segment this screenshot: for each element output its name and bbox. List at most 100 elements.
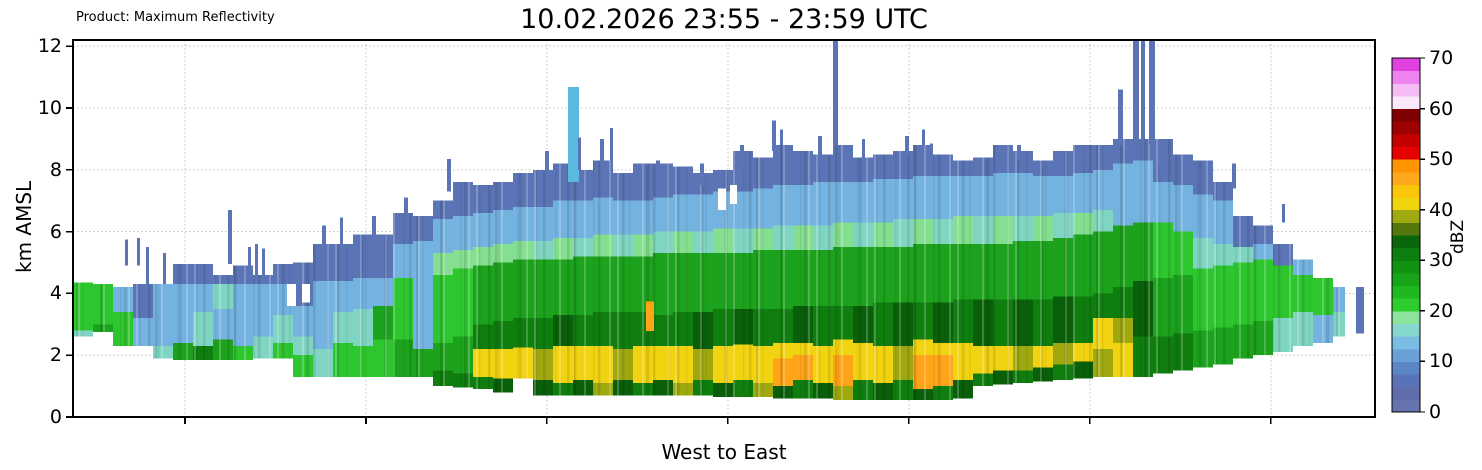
colorbar-border: [1391, 57, 1421, 413]
echo-cell: [1053, 237, 1073, 297]
echo-cell: [1113, 225, 1133, 288]
echo-cell: [733, 253, 753, 309]
echo-cell: [733, 344, 753, 380]
beam-stripe: [1328, 277, 1330, 343]
echo-cell: [993, 145, 1013, 173]
echo-cell: [173, 284, 193, 343]
echo-cell: [233, 345, 253, 360]
echo-cell: [1133, 336, 1153, 377]
echo-cell: [693, 311, 713, 350]
beam-stripe: [258, 274, 261, 359]
echo-cell: [893, 219, 913, 248]
echo-cell: [413, 216, 433, 241]
echo-cell: [573, 256, 593, 316]
beam-stripe: [1254, 225, 1257, 356]
colorbar-tick-label: 70: [1429, 47, 1454, 69]
y-tick-label: 2: [49, 344, 62, 367]
echo-cell: [973, 299, 993, 346]
echo-cell: [293, 305, 313, 337]
echo-cell: [893, 179, 913, 220]
echo-cell: [1273, 265, 1293, 319]
beam-stripe: [838, 145, 840, 401]
echo-cell: [873, 345, 893, 384]
beam-stripe: [617, 172, 619, 396]
echo-cell: [353, 345, 373, 377]
echo-spike: [255, 243, 258, 283]
echo-cell: [1173, 333, 1193, 371]
beam-stripe: [1065, 151, 1067, 380]
echo-cell: [833, 247, 853, 306]
colorbar-band: [1392, 260, 1420, 274]
echo-cell: [553, 315, 573, 346]
y-tick-label: 12: [37, 35, 62, 58]
beam-stripe: [128, 287, 130, 346]
beam-stripe: [584, 169, 586, 396]
beam-stripe: [895, 151, 897, 401]
echo-cell: [313, 243, 333, 282]
echo-cell: [1213, 265, 1233, 328]
beam-stripe: [1254, 225, 1256, 356]
echo-cell: [953, 160, 973, 176]
echo-cell: [553, 345, 573, 384]
echo-cell: [593, 256, 613, 312]
echo-spike: [1282, 203, 1285, 223]
echo-cell: [633, 200, 653, 235]
beam-stripe: [1216, 182, 1218, 365]
echo-cell: [633, 256, 653, 312]
echo-cell: [113, 311, 133, 346]
echo-spike: [930, 143, 933, 161]
beam-stripe: [1247, 216, 1250, 359]
echo-spike: [322, 225, 326, 244]
beam-stripe: [155, 284, 158, 359]
echo-cell: [833, 355, 853, 387]
echo-cell: [1173, 154, 1193, 186]
beam-stripe: [609, 160, 611, 396]
echo-cell: [713, 228, 733, 254]
echo-cell: [833, 339, 853, 356]
echo-cell: [873, 247, 893, 303]
beam-stripe: [1326, 277, 1329, 343]
echo-cell: [793, 342, 813, 356]
beam-stripe: [186, 264, 188, 360]
echo-cell: [1093, 231, 1113, 294]
colorbar-band: [1392, 374, 1420, 388]
echo-cell: [993, 172, 1013, 217]
echo-cell: [813, 225, 833, 251]
echo-spike: [1232, 163, 1236, 189]
echo-cell: [213, 274, 233, 285]
echo-cell: [1313, 315, 1333, 343]
echo-cell: [193, 345, 213, 360]
echo-cell: [473, 265, 493, 325]
echo-spike: [125, 239, 128, 266]
echo-cell: [793, 250, 813, 306]
echo-cell: [1233, 262, 1253, 325]
beam-stripe: [1235, 216, 1237, 359]
echo-cell: [993, 216, 1013, 244]
echo-cell: [853, 157, 873, 183]
beam-stripe: [949, 154, 951, 401]
beam-stripe: [365, 234, 367, 377]
colorbar-tick-label: 60: [1429, 97, 1454, 120]
beam-stripe: [1264, 225, 1266, 356]
beam-stripe: [124, 287, 127, 346]
echo-cell: [433, 253, 453, 275]
beam-stripe: [1278, 243, 1281, 353]
echo-spike: [163, 253, 166, 285]
echo-cell: [1073, 213, 1093, 235]
echo-cell: [433, 342, 453, 371]
colorbar-band: [1392, 121, 1420, 135]
echo-cell: [373, 234, 393, 278]
beam-stripe: [1239, 216, 1241, 359]
echo-cell: [333, 281, 353, 312]
echo-spike: [905, 135, 909, 155]
echo-cell: [1013, 345, 1033, 371]
beam-stripe: [835, 145, 838, 401]
beam-stripe: [883, 154, 886, 401]
beam-stripe: [1064, 151, 1066, 380]
beam-stripe: [677, 166, 680, 396]
echo-cell: [1113, 342, 1133, 377]
echo-cell: [593, 197, 613, 235]
echo-spike: [646, 301, 654, 332]
beam-stripe: [828, 154, 831, 399]
